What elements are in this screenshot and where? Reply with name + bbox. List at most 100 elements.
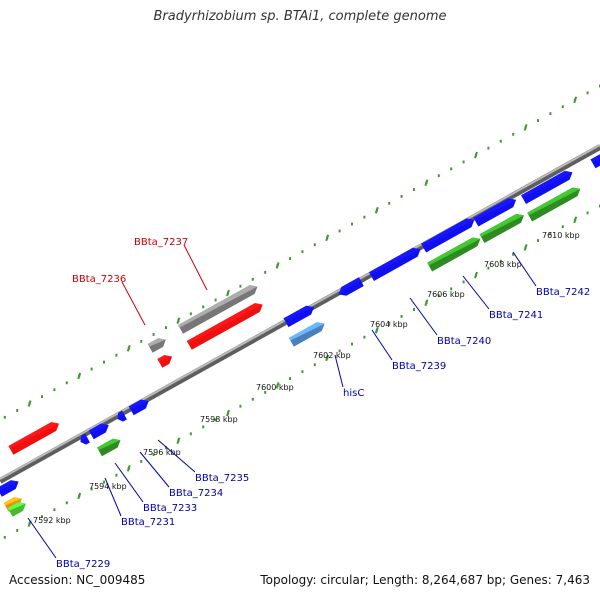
feature-bbta-7230 <box>8 422 60 455</box>
ruler-dot <box>400 195 403 198</box>
feature-bbta-7239 <box>338 277 364 296</box>
ruler-dot <box>152 453 155 456</box>
feature-bbta-7237 <box>178 285 258 334</box>
ruler-dot <box>450 287 453 291</box>
ruler-major-tick <box>126 464 131 472</box>
ruler-dot <box>90 367 93 371</box>
ruler-dot <box>388 321 391 325</box>
ruler-dot <box>115 473 118 477</box>
leader-line <box>121 281 146 326</box>
ruler-major-tick <box>325 354 330 362</box>
ruler-major-tick <box>275 262 280 269</box>
ruler-dot <box>140 459 143 463</box>
ruler-dot <box>16 529 19 532</box>
ruler-dot <box>313 243 316 247</box>
feature-highlight <box>427 237 481 266</box>
gene-label: BBta_7235 <box>195 473 249 484</box>
ruler-major-tick <box>424 299 429 306</box>
ruler-dot <box>351 222 353 226</box>
feature-highlight <box>157 355 173 362</box>
tick-label: 7592 kbp <box>33 516 71 525</box>
feature-bbta-7238 <box>186 303 263 350</box>
feature-bbta-7233 <box>97 438 121 457</box>
ruler-dot <box>462 280 465 284</box>
feature-highlight <box>473 198 517 221</box>
feature-body <box>178 285 258 334</box>
gene-label: BBta_7231 <box>121 517 175 528</box>
ruler-major-tick <box>126 344 131 352</box>
gene-label: BBta_7234 <box>169 488 223 499</box>
feature-highlight <box>283 305 314 322</box>
ruler-major-tick <box>325 234 330 242</box>
gene-label: BBta_7233 <box>143 503 197 514</box>
ruler-major-tick <box>226 409 230 417</box>
feature-bbta-7241a <box>427 237 481 272</box>
ruler-dot <box>289 257 291 260</box>
ruler-dot <box>549 112 552 116</box>
ruler-dot <box>189 312 192 316</box>
ruler-dot <box>16 409 19 412</box>
ruler-dot <box>140 339 143 343</box>
ruler-major-tick <box>176 437 181 445</box>
ruler-dot <box>301 250 304 254</box>
tick-labels: 7592 kbp 7594 kbp 7596 kbp 7598 kbp 7600 kbp… <box>33 231 580 525</box>
feature-highlight <box>421 218 475 247</box>
ruler-dot <box>537 119 539 122</box>
tick-label: 7608 kbp <box>484 260 522 269</box>
feature-highlight <box>117 410 124 419</box>
ruler-dot <box>388 201 391 205</box>
leader-line <box>462 275 490 310</box>
ruler-dot <box>214 418 217 422</box>
feature-highlight <box>288 322 325 341</box>
ruler-dot <box>165 446 167 449</box>
feature-green-small <box>7 502 26 517</box>
leader-line <box>114 462 144 503</box>
feature-body <box>479 213 524 244</box>
accession-text: Accession: NC_009485 <box>9 573 146 587</box>
position-rulers <box>3 84 600 539</box>
feature-highlight <box>186 303 263 344</box>
ruler-dot <box>103 480 105 484</box>
ruler-dot <box>41 515 43 519</box>
ruler-dot <box>90 487 93 491</box>
feature-body <box>473 198 517 227</box>
feature-body <box>283 305 314 328</box>
feature-highlight <box>479 213 524 237</box>
ruler-dot <box>437 174 440 178</box>
ruler-dot <box>152 333 155 336</box>
feature-bbta-7236 <box>147 338 166 353</box>
ruler-dot <box>338 229 341 233</box>
ruler-dot <box>202 425 205 429</box>
feature-highlight <box>527 187 581 216</box>
ruler-major-tick <box>474 271 478 279</box>
feature-body <box>288 322 325 347</box>
ruler-dot <box>450 167 453 171</box>
ruler-major-tick <box>176 317 181 325</box>
gene-label: BBta_7236 <box>72 274 126 285</box>
feature-body <box>8 422 60 455</box>
ruler-dot <box>3 535 6 539</box>
tick-label: 7602 kbp <box>313 351 351 360</box>
feature-highlight <box>97 438 121 451</box>
ruler-dot <box>586 91 589 95</box>
ruler-dot <box>487 146 490 150</box>
tick-label: 7594 kbp <box>89 482 127 491</box>
feature-bbta-7231 <box>80 433 90 445</box>
feature-highlight <box>80 433 87 442</box>
ruler-major-tick <box>573 216 578 224</box>
ruler-major-tick <box>523 124 528 131</box>
ruler-dot <box>3 415 6 419</box>
gene-label: BBta_7242 <box>536 287 590 298</box>
leader-line <box>157 439 196 473</box>
tick-label: 7598 kbp <box>200 415 238 424</box>
ruler-dot <box>301 370 304 374</box>
feature-bbta-7235 <box>128 399 149 416</box>
genome-summary-text: Topology: circular; Length: 8,264,687 bp… <box>260 573 590 587</box>
feature-highlight <box>3 497 22 506</box>
ruler-dot <box>363 335 366 339</box>
feature-body <box>88 423 109 440</box>
feature-bbta-7242 <box>521 170 573 204</box>
ruler-dot <box>115 353 118 357</box>
